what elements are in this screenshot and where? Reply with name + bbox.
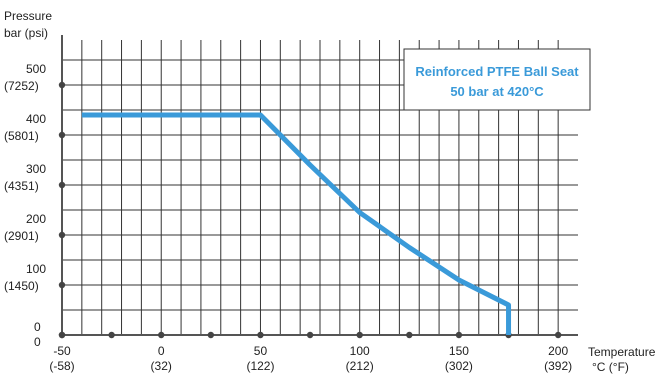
y-tick-mark bbox=[58, 281, 66, 289]
y-tick-label: 300 bbox=[26, 162, 46, 176]
x-ticks: -50(-58) 0(32) 50(122) 100(212) 150(302) 200(… bbox=[49, 331, 572, 373]
y-tick-mark bbox=[58, 131, 66, 139]
y-tick-label: 500 bbox=[26, 62, 46, 76]
legend-line1: Reinforced PTFE Ball Seat bbox=[415, 64, 579, 79]
x-tick-sublabel: (122) bbox=[246, 359, 274, 373]
y-tick-label: 200 bbox=[26, 212, 46, 226]
origin-label: 0 bbox=[34, 335, 41, 349]
x-tick-label: 150 bbox=[449, 344, 469, 358]
y-tick-label: 0 bbox=[34, 320, 41, 334]
x-tick-sublabel: (392) bbox=[544, 359, 572, 373]
x-tick-mark bbox=[207, 331, 215, 339]
y-tick-sublabel: (2901) bbox=[4, 229, 39, 243]
y-ticks: 0 100 (1450) 200 (2901) 300 (4351) 400 (5801) 500… bbox=[4, 62, 66, 339]
y-tick-sublabel: (4351) bbox=[4, 179, 39, 193]
x-tick-mark bbox=[406, 331, 413, 339]
x-axis-label-line1: Temperature bbox=[588, 345, 656, 359]
series-line bbox=[81, 112, 512, 335]
y-tick-sublabel: (7252) bbox=[4, 79, 39, 93]
legend-line2: 50 bar at 420°C bbox=[450, 84, 544, 99]
y-tick-sublabel: (5801) bbox=[4, 129, 39, 143]
y-tick-mark bbox=[58, 81, 66, 89]
y-tick-label: 400 bbox=[26, 112, 46, 126]
x-tick-label: -50 bbox=[53, 344, 71, 358]
x-tick-mark bbox=[356, 331, 363, 339]
x-tick-mark bbox=[108, 331, 115, 339]
x-tick-sublabel: (302) bbox=[445, 359, 473, 373]
y-tick-mark bbox=[58, 181, 66, 189]
x-tick-mark bbox=[158, 331, 165, 339]
x-tick-mark bbox=[257, 331, 264, 339]
y-tick-mark bbox=[58, 231, 66, 239]
legend-frame bbox=[403, 48, 591, 111]
x-tick-mark bbox=[306, 331, 314, 339]
x-tick-sublabel: (212) bbox=[346, 359, 374, 373]
x-tick-label: 50 bbox=[254, 344, 268, 358]
x-tick-mark bbox=[554, 331, 562, 339]
x-tick-label: 0 bbox=[158, 344, 165, 358]
x-tick-label: 200 bbox=[548, 344, 568, 358]
y-tick-label: 100 bbox=[26, 262, 46, 276]
y-tick-sublabel: (1450) bbox=[4, 279, 39, 293]
y-tick-mark bbox=[58, 331, 66, 339]
series bbox=[81, 112, 512, 335]
x-tick-sublabel: (32) bbox=[151, 359, 172, 373]
grid bbox=[62, 40, 578, 335]
y-axis-label-line2: bar (psi) bbox=[4, 26, 48, 40]
x-tick-label: 100 bbox=[350, 344, 370, 358]
legend-box: Reinforced PTFE Ball Seat 50 bar at 420°… bbox=[403, 48, 591, 111]
x-tick-mark bbox=[455, 331, 463, 339]
x-tick-sublabel: (-58) bbox=[49, 359, 74, 373]
x-axis-label-line2: °C (°F) bbox=[592, 360, 629, 374]
y-axis-label-line1: Pressure bbox=[4, 9, 52, 23]
